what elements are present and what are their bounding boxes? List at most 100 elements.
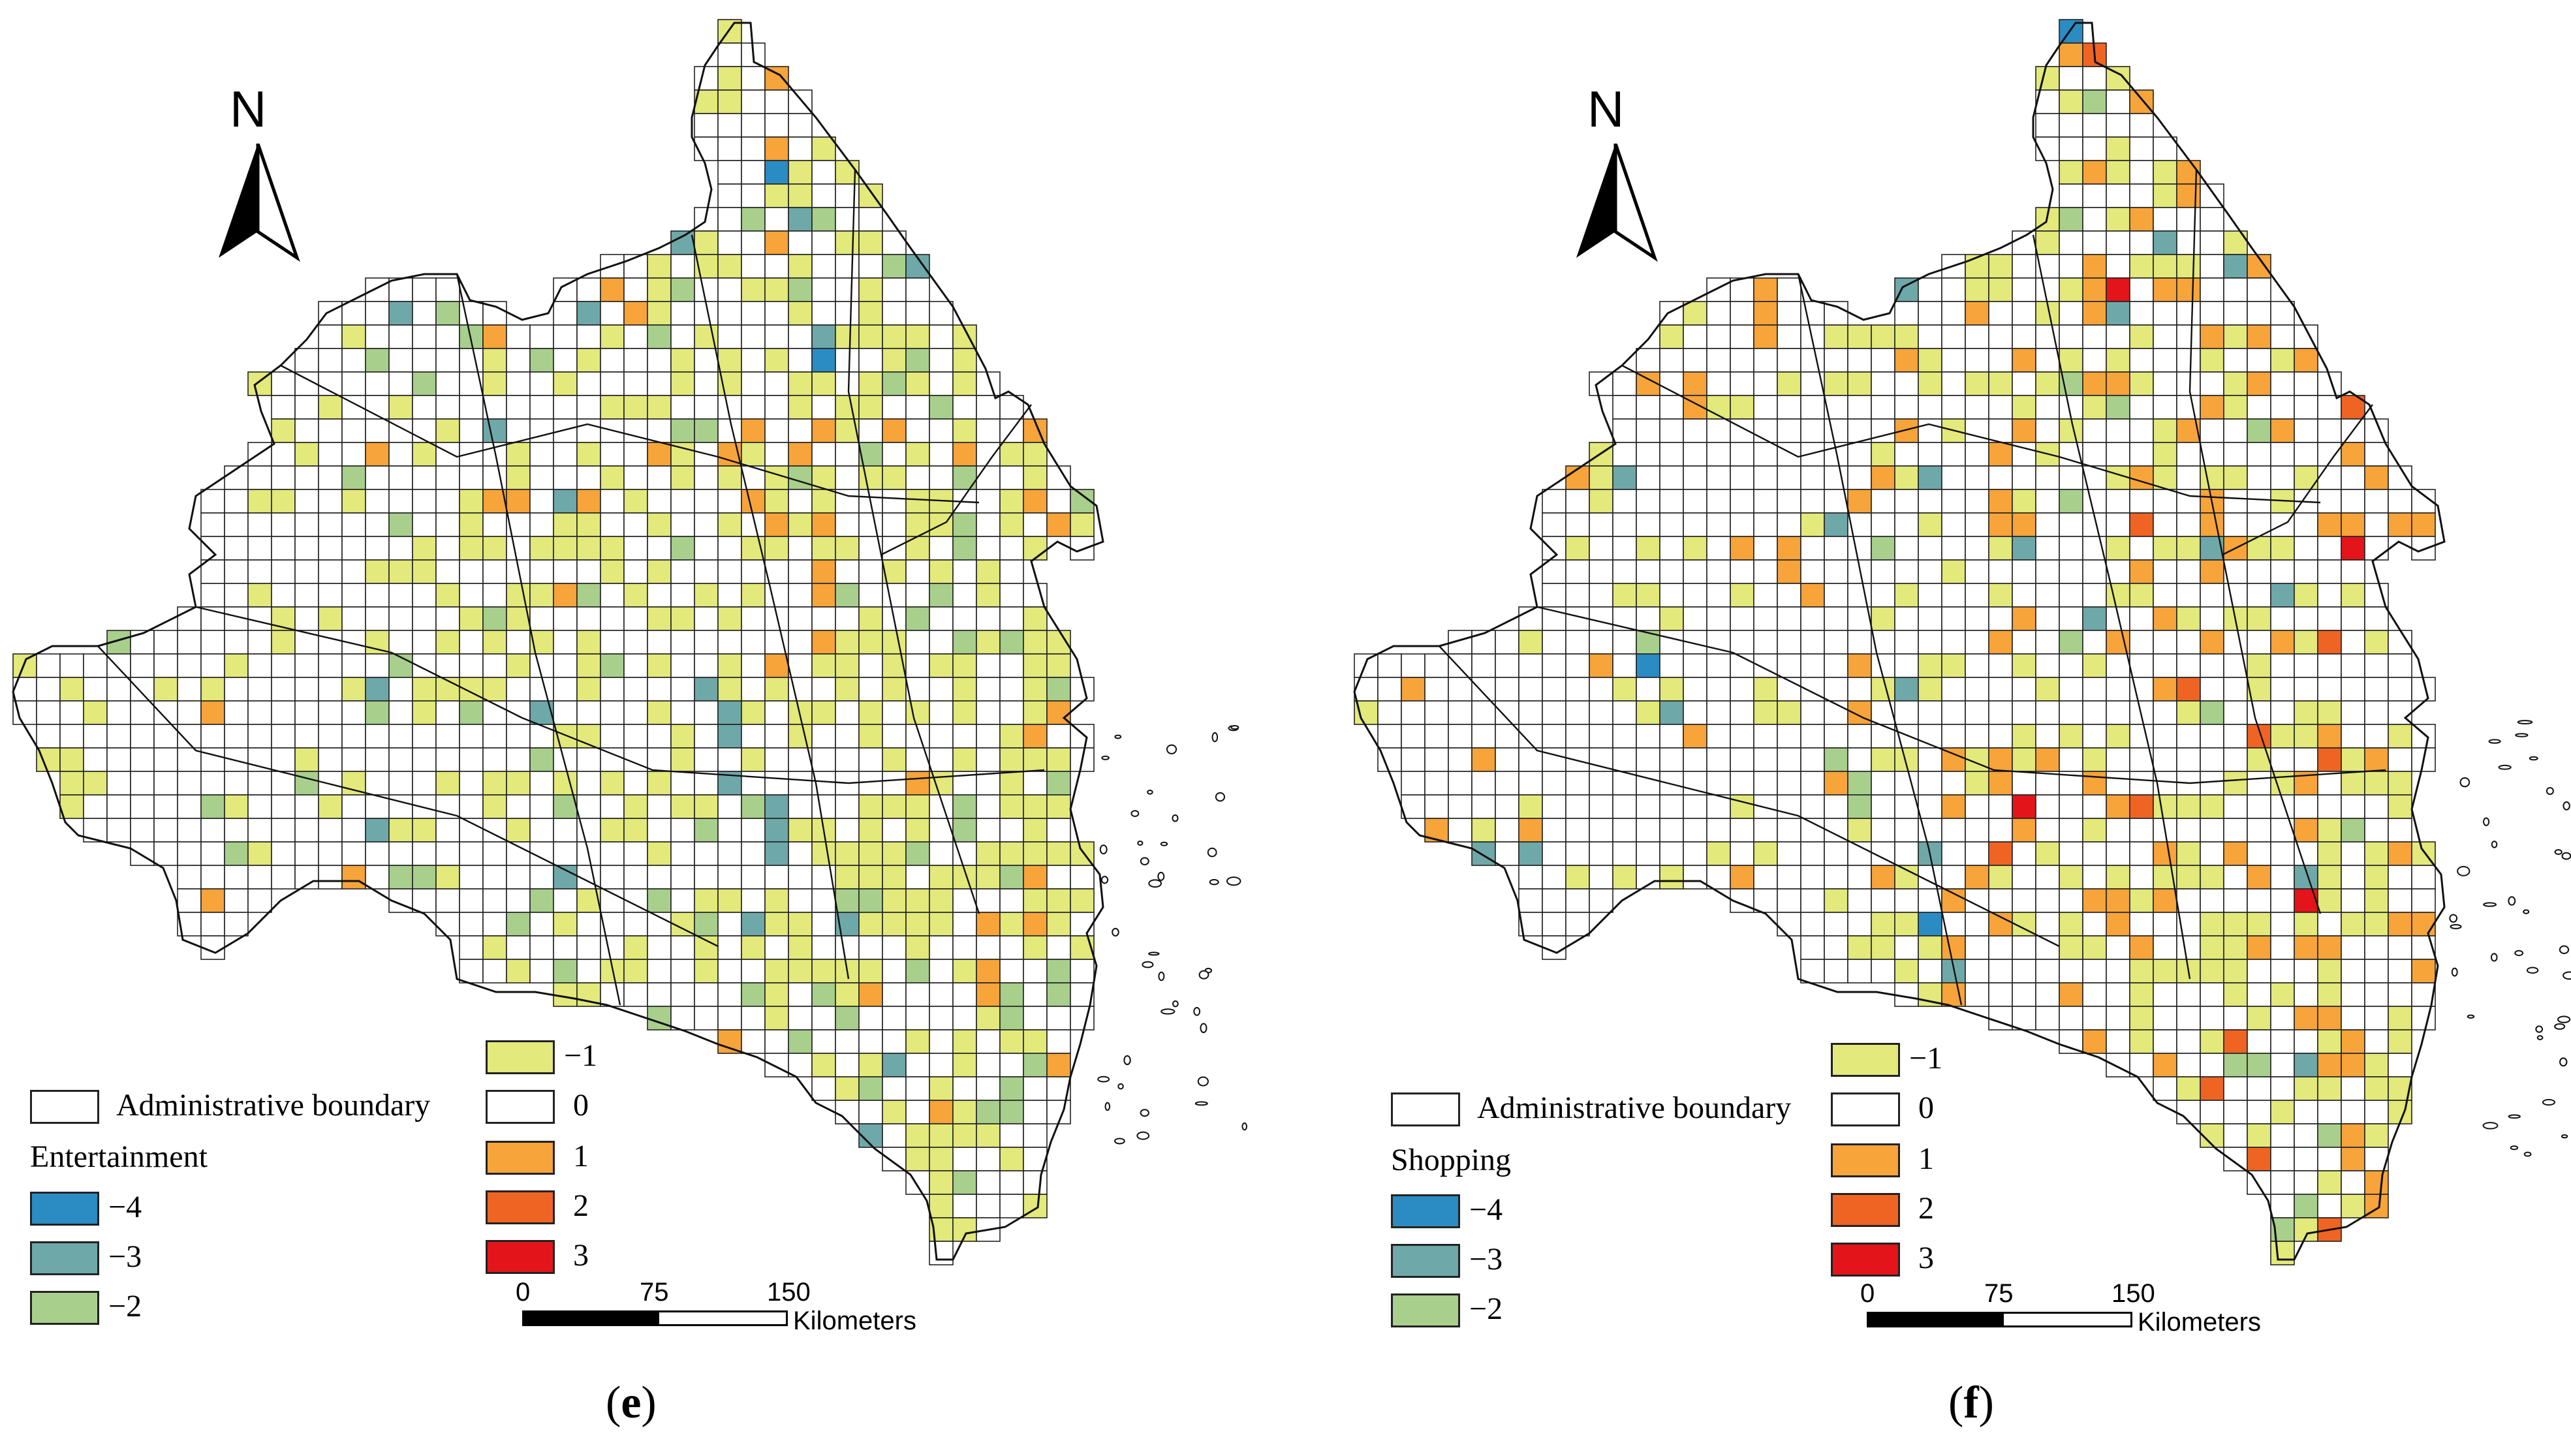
grid-cell bbox=[2223, 912, 2248, 937]
grid-cell bbox=[2317, 935, 2342, 960]
grid-cell bbox=[788, 301, 813, 326]
grid-cell bbox=[929, 371, 954, 396]
grid-cell bbox=[882, 442, 907, 467]
grid-cell bbox=[2223, 1029, 2248, 1054]
grid-cell bbox=[1894, 536, 1919, 561]
grid-cell bbox=[670, 841, 695, 866]
grid-cell bbox=[1023, 1100, 1048, 1124]
grid-cell bbox=[1918, 301, 1942, 326]
grid-cell bbox=[1730, 583, 1754, 608]
grid-cell bbox=[694, 418, 719, 443]
grid-cell bbox=[2082, 1029, 2107, 1054]
grid-cell bbox=[2200, 606, 2224, 631]
grid-cell bbox=[999, 865, 1024, 890]
grid-cell bbox=[2200, 207, 2224, 232]
grid-cell bbox=[1046, 653, 1071, 678]
grid-cell bbox=[553, 489, 578, 514]
grid-cell bbox=[1706, 653, 1731, 678]
grid-cell bbox=[1777, 771, 1801, 796]
grid-cell bbox=[2223, 888, 2248, 913]
grid-cell bbox=[835, 559, 860, 584]
grid-cell bbox=[1636, 559, 1660, 584]
island bbox=[2488, 739, 2501, 744]
grid-cell bbox=[2082, 818, 2107, 843]
grid-cell bbox=[647, 442, 672, 467]
grid-cell bbox=[2270, 418, 2295, 443]
grid-cell bbox=[1824, 959, 1848, 984]
grid-cell bbox=[2176, 1053, 2201, 1077]
grid-cell bbox=[788, 912, 813, 937]
grid-cell bbox=[788, 230, 813, 255]
grid-cell bbox=[1988, 371, 2013, 396]
grid-cell bbox=[529, 747, 554, 772]
grid-cell bbox=[2129, 841, 2154, 866]
grid-cell bbox=[1988, 771, 2013, 796]
grid-cell bbox=[2082, 606, 2107, 631]
grid-cell bbox=[1448, 700, 1472, 725]
grid-cell bbox=[1471, 747, 1496, 772]
grid-cell bbox=[435, 348, 460, 373]
grid-cell bbox=[1565, 700, 1590, 725]
grid-cell bbox=[294, 489, 319, 514]
grid-cell bbox=[788, 794, 813, 819]
grid-cell bbox=[764, 982, 789, 1007]
grid-cell bbox=[2341, 1170, 2365, 1195]
island bbox=[2563, 801, 2570, 811]
grid-cell bbox=[388, 583, 413, 608]
grid-cell bbox=[224, 489, 249, 514]
scale-bar-empty bbox=[657, 1310, 788, 1326]
grid-cell bbox=[929, 841, 954, 866]
grid-cell bbox=[271, 465, 296, 490]
grid-cell bbox=[2059, 865, 2083, 890]
grid-cell bbox=[623, 724, 648, 749]
grid-cell bbox=[1753, 888, 1778, 913]
grid-cell bbox=[929, 982, 954, 1007]
grid-cell bbox=[1824, 724, 1848, 749]
grid-cell bbox=[2012, 677, 2036, 702]
grid-cell bbox=[1683, 418, 1707, 443]
grid-cell bbox=[905, 489, 930, 514]
legend-label-m3: −3 bbox=[108, 1239, 142, 1274]
island bbox=[2554, 849, 2563, 855]
grid-cell bbox=[224, 841, 249, 866]
grid-cell bbox=[106, 818, 131, 843]
grid-cell bbox=[2294, 1006, 2318, 1030]
grid-cell bbox=[271, 841, 296, 866]
grid-cell bbox=[1518, 794, 1543, 819]
grid-cell bbox=[2200, 865, 2224, 890]
grid-cell bbox=[929, 700, 954, 725]
grid-cell bbox=[2035, 113, 2060, 138]
island bbox=[1130, 810, 1140, 817]
grid-cell bbox=[2176, 348, 2201, 373]
grid-cell bbox=[2012, 324, 2036, 349]
grid-cell bbox=[1471, 677, 1496, 702]
grid-cell bbox=[2270, 888, 2295, 913]
grid-cell bbox=[717, 724, 742, 749]
grid-cell bbox=[177, 653, 202, 678]
grid-cell bbox=[1988, 606, 2013, 631]
grid-cell bbox=[365, 418, 390, 443]
grid-cell bbox=[271, 371, 296, 396]
grid-cell bbox=[2012, 395, 2036, 420]
grid-cell bbox=[952, 677, 977, 702]
grid-cell bbox=[1424, 700, 1449, 725]
grid-cell bbox=[1988, 489, 2013, 514]
grid-cell bbox=[2223, 1123, 2248, 1148]
grid-cell bbox=[2294, 959, 2318, 984]
grid-cell bbox=[2341, 442, 2365, 467]
grid-cell bbox=[929, 724, 954, 749]
grid-cell bbox=[1636, 841, 1660, 866]
island bbox=[1209, 878, 1219, 886]
grid-cell bbox=[1753, 865, 1778, 890]
grid-cell bbox=[435, 747, 460, 772]
grid-cell bbox=[2106, 700, 2130, 725]
grid-cell bbox=[835, 230, 860, 255]
grid-cell bbox=[1941, 677, 1966, 702]
grid-cell bbox=[529, 677, 554, 702]
grid-cell bbox=[529, 888, 554, 913]
grid-cell bbox=[294, 512, 319, 537]
grid-cell bbox=[365, 465, 390, 490]
grid-cell bbox=[788, 559, 813, 584]
island bbox=[1142, 961, 1154, 968]
grid-cell bbox=[341, 865, 366, 890]
